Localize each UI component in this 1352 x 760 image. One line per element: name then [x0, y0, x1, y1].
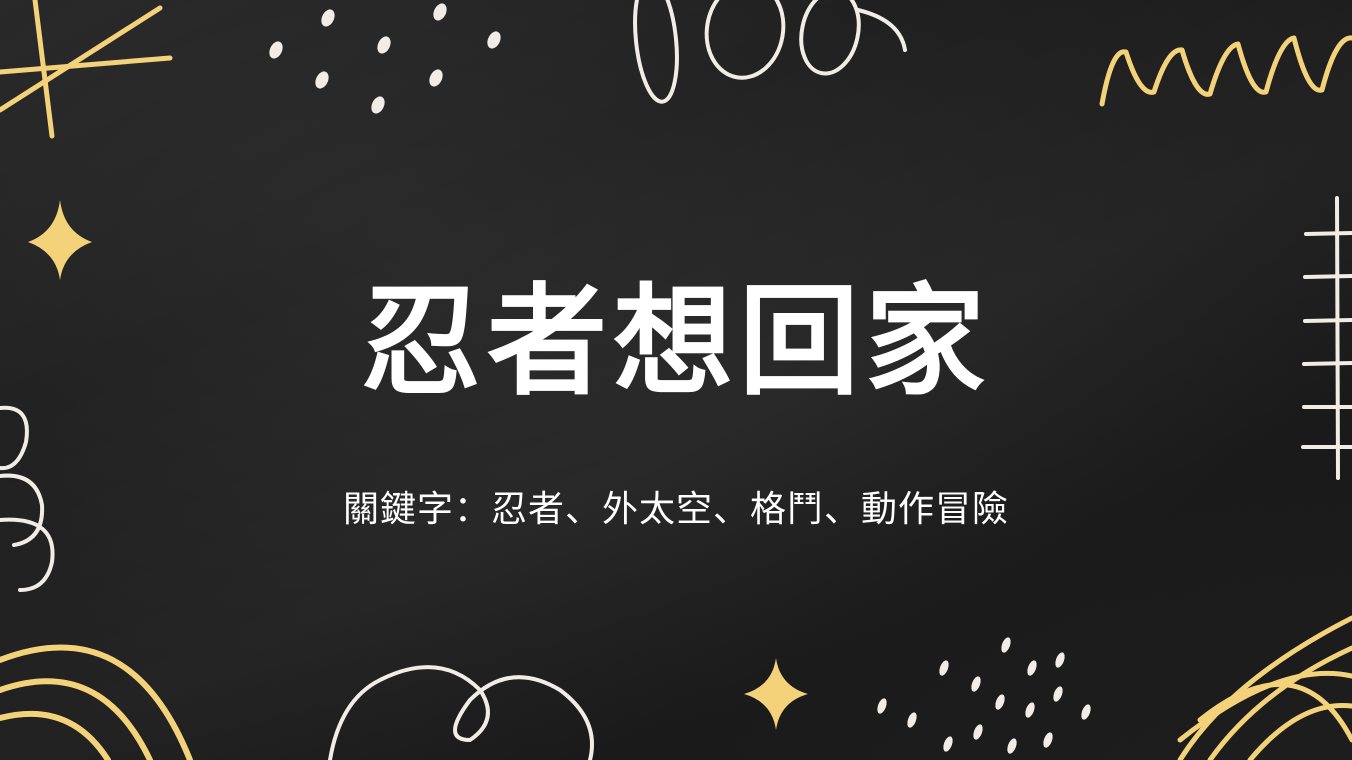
yellow-zigzag-top-right [1099, 35, 1352, 107]
sparkle-left [28, 200, 92, 280]
white-dots-bottom-right [877, 637, 1091, 754]
white-loops-bottom [328, 665, 594, 760]
white-scribble-left [0, 405, 55, 592]
slide-title: 忍者想回家 [361, 273, 991, 412]
sparkle-bottom [744, 658, 808, 730]
yellow-arches-bottom-left [0, 644, 193, 760]
white-loops-top [633, 0, 907, 104]
white-dots-top [269, 3, 501, 114]
yellow-scribble-top-left [0, 0, 173, 139]
yellow-scribble-bottom-right [1177, 615, 1352, 760]
white-ladder-right [1301, 196, 1352, 480]
slide-subtitle: 關鍵字：忍者、外太空、格鬥、動作冒險 [342, 489, 1009, 530]
